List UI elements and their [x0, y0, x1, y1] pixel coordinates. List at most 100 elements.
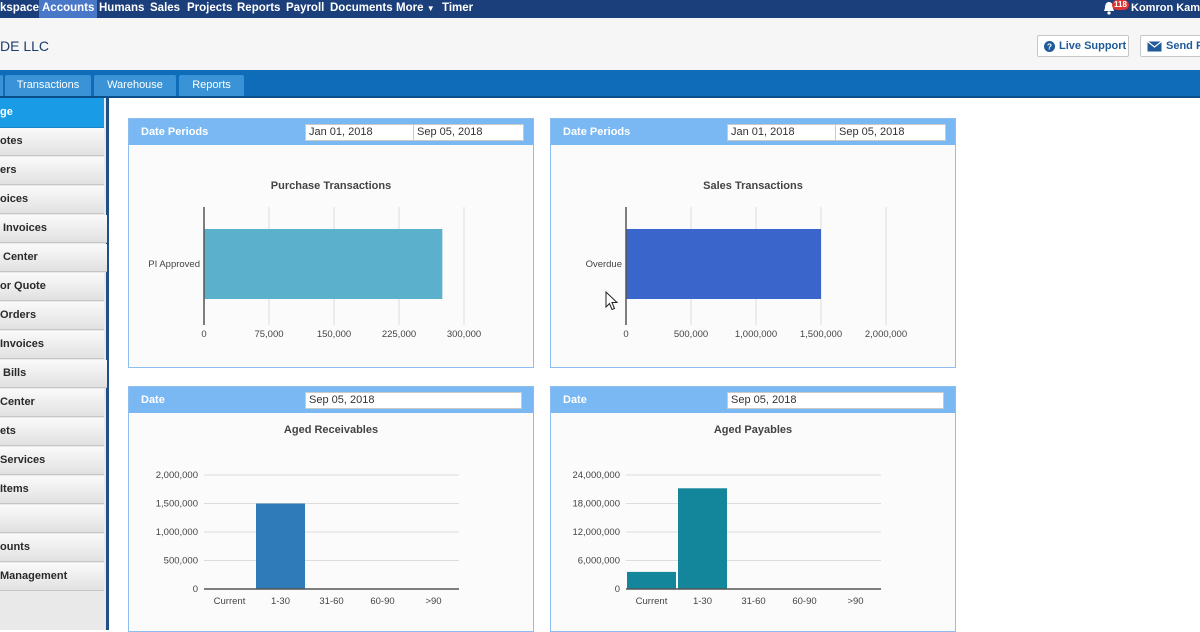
panel-header-label: Date Periods [563, 126, 631, 138]
sidebar-item-management[interactable]: Management [0, 563, 104, 591]
nav-projects[interactable]: Projects [187, 2, 233, 14]
y-tick-label: 1,500,000 [156, 499, 198, 510]
nav-accounts[interactable]: Accounts [39, 0, 98, 18]
nav-workspace[interactable]: kspace [0, 2, 40, 14]
tab-warehouse[interactable]: Warehouse [94, 75, 176, 96]
nav-timer[interactable]: Timer [442, 2, 474, 14]
sidebar-item-bill-center[interactable]: Center [0, 389, 104, 417]
sidebar: ge otes ers oices Invoices Center or Quo… [0, 98, 109, 630]
x-tick-label: 0 [201, 329, 206, 340]
date-from-input[interactable]: Jan 01, 2018 [305, 124, 416, 141]
envelope-icon [1147, 40, 1162, 52]
panel-header: Date Sep 05, 2018 [551, 387, 955, 413]
sidebar-item-orders[interactable]: ers [0, 157, 104, 185]
panel-header: Date Periods Jan 01, 2018 Sep 05, 2018 [551, 119, 955, 145]
date-from-input[interactable]: Jan 01, 2018 [727, 124, 838, 141]
help-icon: ? [1044, 40, 1055, 52]
nav-documents[interactable]: Documents [330, 2, 393, 14]
sidebar-item-bills[interactable]: Bills [0, 360, 107, 388]
live-support-button[interactable]: ? Live Support [1037, 35, 1129, 57]
aged-receivables-panel: Date Sep 05, 2018 Aged Receivables 0 500,0… [128, 386, 534, 632]
y-tick-label: 1,000,000 [156, 527, 198, 538]
bell-icon[interactable] [1103, 1, 1115, 15]
user-name[interactable]: Komron Kama [1131, 2, 1200, 14]
sidebar-item-blank[interactable] [0, 505, 104, 533]
x-tick-label: 0 [623, 329, 628, 340]
x-tick-label: 1,000,000 [735, 329, 777, 340]
x-tick-label: >90 [847, 596, 863, 607]
x-tick-label: 1,500,000 [800, 329, 842, 340]
nav-sales[interactable]: Sales [150, 2, 181, 14]
company-name: DE LLC [0, 38, 50, 54]
x-tick-label: 2,000,000 [865, 329, 907, 340]
x-tick-label: >90 [425, 596, 441, 607]
chart-title: Purchase Transactions [271, 180, 391, 192]
notification-badge: 118 [1112, 0, 1129, 10]
date-to-input[interactable]: Sep 05, 2018 [413, 124, 524, 141]
aged-payables-chart: Aged Payables 0 6,000,000 12,000,000 18,000,… [572, 424, 881, 607]
sidebar-item-payment-center[interactable]: Center [0, 244, 107, 272]
nav-payroll[interactable]: Payroll [286, 2, 325, 14]
panel-header-label: Date [141, 394, 165, 406]
y-tick-label: 500,000 [164, 556, 198, 567]
y-tick-label: 0 [615, 584, 620, 595]
nav-humans[interactable]: Humans [99, 2, 145, 14]
sidebar-item-vendor-quote[interactable]: or Quote [0, 273, 104, 301]
x-tick-label: 300,000 [447, 329, 481, 340]
sidebar-item-dashboard[interactable]: ge [0, 98, 104, 128]
sidebar-item-services[interactable]: Services [0, 447, 104, 475]
aged-payables-panel: Date Sep 05, 2018 Aged Payables 0 6,000,00… [550, 386, 956, 632]
sales-transactions-chart: Sales Transactions 0 500,000 1,000,000 1,500… [586, 180, 908, 340]
date-input[interactable]: Sep 05, 2018 [727, 392, 944, 409]
tab-active-stub[interactable] [0, 75, 3, 96]
panel-header-label: Date Periods [141, 126, 209, 138]
nav-more[interactable]: More ▼ [396, 0, 435, 18]
mouse-cursor-icon [605, 291, 619, 311]
sidebar-item-accounts[interactable]: ounts [0, 534, 104, 562]
sidebar-item-purchase-orders[interactable]: Orders [0, 302, 104, 330]
svg-text:?: ? [1047, 41, 1052, 51]
y-tick-label: 6,000,000 [578, 556, 620, 567]
bar [678, 488, 727, 589]
send-feedback-label: Send F [1166, 40, 1200, 52]
x-tick-label: Current [636, 596, 668, 607]
x-tick-label: 1-30 [271, 596, 290, 607]
send-feedback-button[interactable]: Send F [1140, 35, 1200, 57]
x-tick-label: 75,000 [254, 329, 283, 340]
page-header: DE LLC ? Live Support Send F [0, 18, 1200, 70]
bar [626, 229, 821, 299]
sidebar-item-items[interactable]: Items [0, 476, 104, 504]
x-tick-label: 60-90 [370, 596, 394, 607]
date-input[interactable]: Sep 05, 2018 [305, 392, 522, 409]
panel-header: Date Periods Jan 01, 2018 Sep 05, 2018 [129, 119, 533, 145]
sidebar-item-invoices[interactable]: oices [0, 186, 104, 214]
chart-title: Sales Transactions [703, 180, 803, 192]
chart-title: Aged Receivables [284, 424, 378, 436]
top-nav-bar: kspace Accounts Humans Sales Projects Re… [0, 0, 1200, 18]
bar [627, 571, 676, 589]
x-tick-label: 1-30 [693, 596, 712, 607]
panel-header-label: Date [563, 394, 587, 406]
sidebar-item-quotes[interactable]: otes [0, 128, 104, 156]
y-tick-label: 2,000,000 [156, 470, 198, 481]
category-label: PI Approved [148, 259, 200, 270]
y-tick-label: 24,000,000 [572, 470, 620, 481]
bar [204, 229, 443, 299]
x-tick-label: 500,000 [674, 329, 708, 340]
tab-transactions[interactable]: Transactions [5, 75, 91, 96]
sidebar-item-recurring-invoices[interactable]: Invoices [0, 215, 107, 243]
sales-transactions-panel: Date Periods Jan 01, 2018 Sep 05, 2018 S… [550, 118, 956, 368]
tab-reports[interactable]: Reports [179, 75, 244, 96]
x-tick-label: 150,000 [317, 329, 351, 340]
x-tick-label: 31-60 [319, 596, 343, 607]
x-tick-label: 31-60 [741, 596, 765, 607]
category-label: Overdue [586, 259, 622, 270]
nav-reports[interactable]: Reports [237, 2, 281, 14]
y-tick-label: 0 [193, 584, 198, 595]
purchase-transactions-panel: Date Periods Jan 01, 2018 Sep 05, 2018 P… [128, 118, 534, 368]
date-to-input[interactable]: Sep 05, 2018 [835, 124, 946, 141]
x-tick-label: 60-90 [792, 596, 816, 607]
chart-title: Aged Payables [714, 424, 792, 436]
sidebar-item-purchase-invoices[interactable]: Invoices [0, 331, 104, 359]
sidebar-item-assets[interactable]: ets [0, 418, 104, 446]
